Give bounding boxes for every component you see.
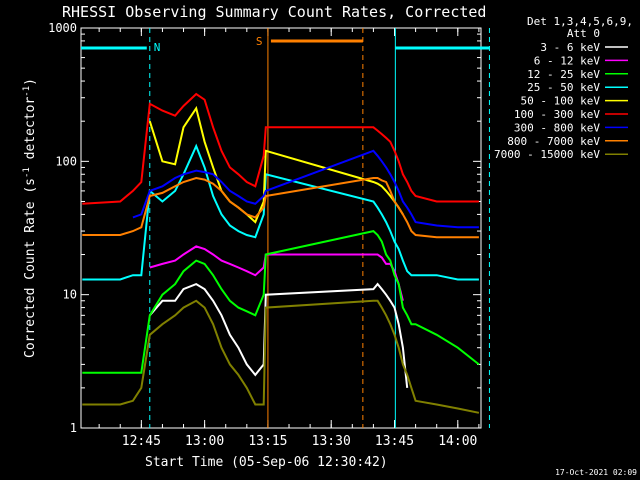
legend-label-0: 3 - 6 keV xyxy=(540,41,600,54)
y-tick-label-0: 1 xyxy=(70,421,77,435)
legend-label-1: 6 - 12 keV xyxy=(534,54,601,67)
legend-label-4: 50 - 100 keV xyxy=(521,95,601,108)
x-tick-label-2: 13:15 xyxy=(248,434,287,449)
y-tick-label-1: 10 xyxy=(63,288,77,302)
x-tick-label-1: 13:00 xyxy=(185,434,224,449)
x-tick-label-4: 13:45 xyxy=(375,434,414,449)
y-axis: 1 10 100 1000 xyxy=(48,21,481,435)
series-line-6 xyxy=(132,149,479,229)
series-line-1 xyxy=(149,245,404,302)
legend-label-8: 7000 - 15000 keV xyxy=(494,148,600,161)
footer-timestamp: 17-Oct-2021 02:09 xyxy=(555,468,637,477)
series-lines xyxy=(82,92,480,414)
chart-title: RHESSI Observing Summary Count Rates, Co… xyxy=(62,3,486,21)
series-line-4 xyxy=(148,105,404,224)
x-axis: 12:45 13:00 13:15 13:30 13:45 14:00 xyxy=(98,28,480,449)
legend-header-line-2: Att 0 xyxy=(567,27,600,40)
series-line-8 xyxy=(82,299,480,414)
saa-label: S xyxy=(256,35,263,48)
legend-label-6: 300 - 800 keV xyxy=(514,121,600,134)
x-axis-label: Start Time (05-Sep-06 12:30:42) xyxy=(145,455,388,470)
plot-frame xyxy=(80,27,482,429)
y-axis-label: Corrected Count Rate (s-1 detector-1) xyxy=(22,78,38,358)
legend-label-5: 100 - 300 keV xyxy=(514,108,600,121)
night-label: N xyxy=(154,41,161,54)
x-tick-label-5: 14:00 xyxy=(438,434,477,449)
x-tick-label-0: 12:45 xyxy=(122,434,161,449)
legend-label-3: 25 - 50 keV xyxy=(527,81,600,94)
y-tick-label-3: 1000 xyxy=(48,21,77,35)
y-tick-label-2: 100 xyxy=(55,154,77,168)
series-line-2 xyxy=(82,230,480,374)
legend-label-7: 800 - 7000 keV xyxy=(507,135,600,148)
legend-label-2: 12 - 25 keV xyxy=(527,68,600,81)
series-line-7 xyxy=(82,176,479,239)
legend-header-line-1: Det 1,3,4,5,6,9, xyxy=(527,15,633,28)
x-tick-label-3: 13:30 xyxy=(312,434,351,449)
series-line-0 xyxy=(149,282,409,389)
series-line-5 xyxy=(82,92,479,205)
series-line-3 xyxy=(82,143,479,281)
